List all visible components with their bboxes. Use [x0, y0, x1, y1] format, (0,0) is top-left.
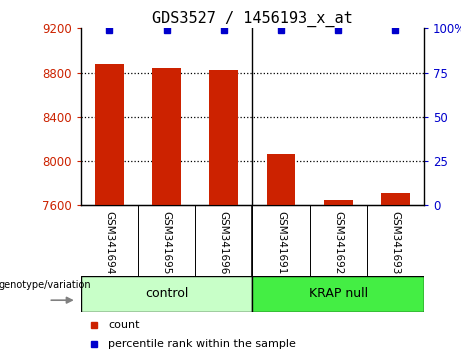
Text: KRAP null: KRAP null	[309, 287, 368, 300]
Bar	[267, 154, 296, 205]
Text: GSM341696: GSM341696	[219, 211, 229, 274]
Text: GSM341691: GSM341691	[276, 211, 286, 274]
Bar	[381, 193, 410, 205]
Bar	[209, 70, 238, 205]
Bar	[95, 64, 124, 205]
Bar	[152, 68, 181, 205]
Title: GDS3527 / 1456193_x_at: GDS3527 / 1456193_x_at	[152, 11, 353, 27]
Bar	[81, 276, 253, 312]
Text: control: control	[145, 287, 188, 300]
Text: genotype/variation: genotype/variation	[0, 280, 91, 290]
Text: count: count	[108, 320, 140, 330]
Text: GSM341692: GSM341692	[333, 211, 343, 274]
Text: GSM341693: GSM341693	[390, 211, 401, 274]
Bar	[324, 200, 353, 205]
Bar	[253, 276, 424, 312]
Text: GSM341695: GSM341695	[161, 211, 171, 274]
Text: GSM341694: GSM341694	[104, 211, 114, 274]
Text: percentile rank within the sample: percentile rank within the sample	[108, 339, 296, 349]
